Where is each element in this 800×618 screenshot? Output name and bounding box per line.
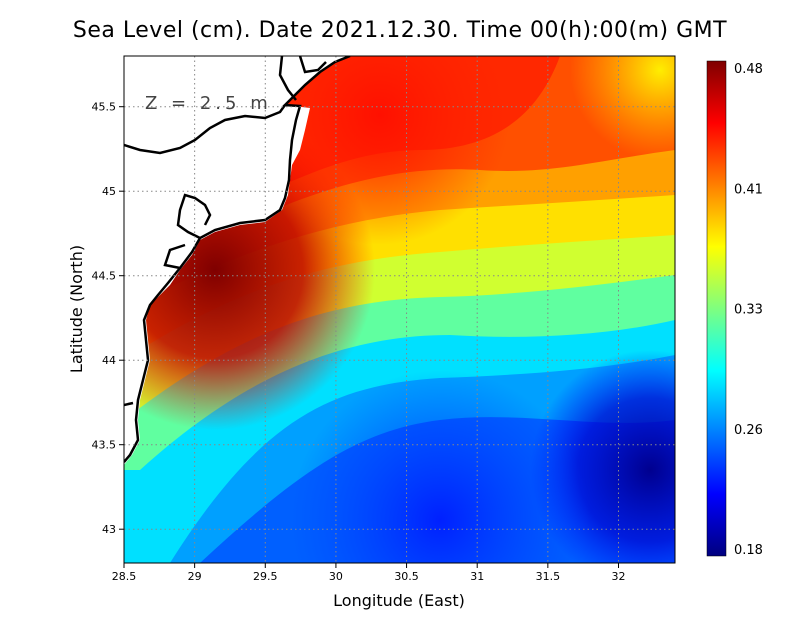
colorbar-tick-label: 0.18 — [734, 543, 763, 558]
x-tick-label: 28.5 — [112, 570, 137, 583]
x-axis: 28.5 29 29.5 30 30.5 31 31.5 32 — [112, 563, 625, 583]
x-tick-label: 32 — [611, 570, 625, 583]
colorbar-tick-label: 0.48 — [734, 62, 763, 77]
map-title: Sea Level (cm). Date 2021.12.30. Time 00… — [72, 18, 728, 43]
border-line — [124, 401, 134, 407]
y-tick-label: 45.5 — [92, 101, 117, 114]
map-grid — [124, 56, 675, 563]
x-tick-label: 29.5 — [253, 570, 278, 583]
y-tick-label: 43.5 — [92, 439, 117, 452]
colorbar-tick-label: 0.33 — [734, 303, 763, 318]
x-tick-label: 31.5 — [536, 570, 561, 583]
y-tick-label: 44 — [102, 354, 116, 367]
x-tick-label: 29 — [188, 570, 202, 583]
sea-level-field — [124, 56, 675, 563]
y-axis: 43 43.5 44 44.5 45 45.5 — [92, 101, 124, 536]
x-tick-label: 31 — [470, 570, 484, 583]
colorbar — [706, 60, 727, 557]
border-line — [278, 56, 327, 101]
land-mass — [124, 56, 350, 465]
x-tick-label: 30 — [329, 570, 343, 583]
x-tick-label: 30.5 — [394, 570, 419, 583]
plot-frame — [123, 55, 676, 564]
y-tick-label: 45 — [102, 185, 116, 198]
y-axis-title: Latitude (North) — [67, 245, 86, 373]
colorbar-ticks: 0.48 0.41 0.33 0.26 0.18 — [734, 62, 763, 558]
y-tick-label: 44.5 — [92, 270, 117, 283]
border-line — [163, 193, 212, 270]
y-tick-label: 43 — [102, 523, 116, 536]
depth-label: Z = 2.5 m — [145, 93, 272, 114]
colorbar-tick-label: 0.41 — [734, 182, 763, 197]
x-axis-title: Longitude (East) — [333, 591, 465, 610]
border-line — [124, 104, 287, 155]
colorbar-tick-label: 0.26 — [734, 423, 763, 438]
